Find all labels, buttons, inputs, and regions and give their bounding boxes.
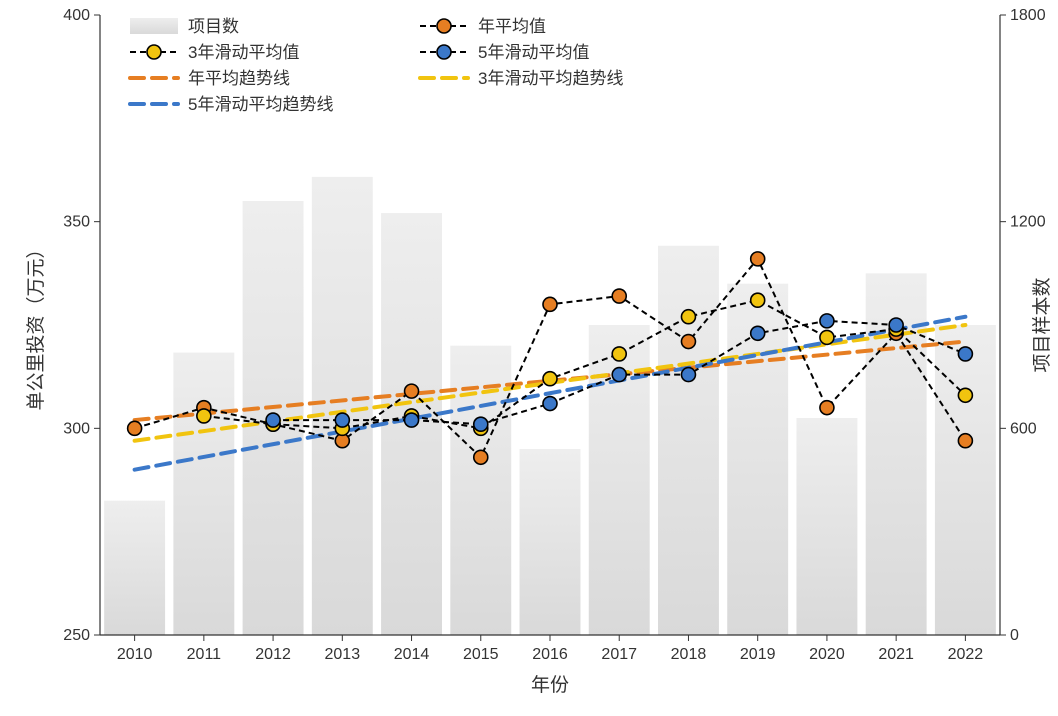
series-marker bbox=[681, 335, 695, 349]
x-tick-label: 2012 bbox=[255, 646, 291, 663]
bar bbox=[658, 246, 719, 635]
legend-label: 5年滑动平均趋势线 bbox=[188, 95, 333, 114]
chart-container: 250 300 350 400 0 600 1200 1800 2010 2011 2012 2013… bbox=[0, 0, 1058, 716]
legend-label: 年平均趋势线 bbox=[188, 69, 290, 88]
legend-item: 3年滑动平均值 bbox=[130, 43, 299, 62]
y-left-tick-label: 300 bbox=[63, 420, 90, 437]
y-right-tick-label: 1200 bbox=[1010, 214, 1046, 231]
bar bbox=[312, 177, 373, 635]
series-marker bbox=[197, 409, 211, 423]
bar bbox=[935, 325, 996, 635]
series-marker bbox=[958, 388, 972, 402]
series-marker bbox=[820, 314, 834, 328]
series-marker bbox=[474, 450, 488, 464]
x-tick-label: 2014 bbox=[394, 646, 430, 663]
series-marker bbox=[612, 368, 626, 382]
bar bbox=[173, 353, 234, 635]
series-marker bbox=[612, 289, 626, 303]
x-tick-label: 2018 bbox=[671, 646, 707, 663]
x-tick-label: 2020 bbox=[809, 646, 845, 663]
y-left-axis-label: 单公里投资（万元） bbox=[25, 239, 47, 410]
series-marker bbox=[543, 297, 557, 311]
x-tick-label: 2022 bbox=[948, 646, 984, 663]
series-marker bbox=[681, 368, 695, 382]
legend-label: 年平均值 bbox=[478, 17, 546, 36]
series-marker bbox=[543, 372, 557, 386]
y-right-tick-label: 600 bbox=[1010, 420, 1037, 437]
series-marker bbox=[751, 326, 765, 340]
x-axis-label: 年份 bbox=[531, 674, 569, 696]
series-marker bbox=[820, 401, 834, 415]
y-left-tick-label: 250 bbox=[63, 627, 90, 644]
x-tick-label: 2019 bbox=[740, 646, 776, 663]
x-tick-label: 2016 bbox=[532, 646, 568, 663]
series-marker bbox=[751, 252, 765, 266]
series-marker bbox=[681, 310, 695, 324]
series-marker bbox=[266, 413, 280, 427]
bar bbox=[520, 449, 581, 635]
series-marker bbox=[474, 417, 488, 431]
x-tick-label: 2017 bbox=[601, 646, 637, 663]
legend-item: 5年滑动平均值 bbox=[420, 43, 589, 62]
y-right-axis-label: 项目样本数 bbox=[1031, 277, 1053, 372]
series-marker bbox=[543, 397, 557, 411]
series-marker bbox=[128, 421, 142, 435]
series-marker bbox=[405, 384, 419, 398]
bar bbox=[104, 501, 165, 635]
chart-svg: 250 300 350 400 0 600 1200 1800 2010 2011 2012 2013… bbox=[0, 0, 1058, 716]
bar bbox=[450, 346, 511, 635]
legend-label: 5年滑动平均值 bbox=[478, 43, 589, 62]
series-marker bbox=[405, 413, 419, 427]
x-tick-label: 2015 bbox=[463, 646, 499, 663]
bar bbox=[796, 418, 857, 635]
y-left-tick-label: 350 bbox=[63, 214, 90, 231]
x-tick-label: 2010 bbox=[117, 646, 153, 663]
series-marker bbox=[820, 330, 834, 344]
series-marker bbox=[889, 318, 903, 332]
series-marker bbox=[958, 347, 972, 361]
legend-label: 项目数 bbox=[188, 17, 239, 36]
y-right-tick-label: 0 bbox=[1010, 627, 1019, 644]
series-marker bbox=[612, 347, 626, 361]
series-marker bbox=[751, 293, 765, 307]
x-tick-label: 2021 bbox=[878, 646, 914, 663]
series-marker bbox=[958, 434, 972, 448]
series-marker bbox=[335, 413, 349, 427]
y-left-tick-label: 400 bbox=[63, 7, 90, 24]
y-right-tick-label: 1800 bbox=[1010, 7, 1046, 24]
legend-label: 3年滑动平均趋势线 bbox=[478, 69, 623, 88]
x-tick-label: 2011 bbox=[187, 646, 222, 663]
legend-label: 3年滑动平均值 bbox=[188, 43, 299, 62]
x-tick-label: 2013 bbox=[325, 646, 361, 663]
